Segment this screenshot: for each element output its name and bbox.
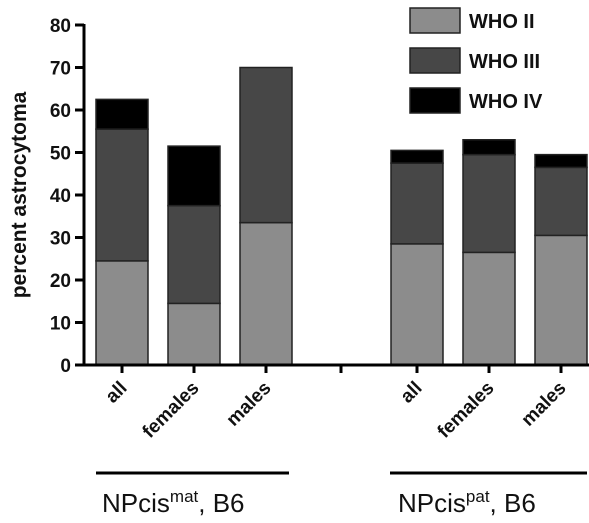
y-tick-label-60: 60: [50, 101, 71, 122]
bar-segment-who-iii-4: [462, 153, 516, 254]
x-category-label-g0-females: females: [139, 378, 204, 443]
bar-segment-who-iii-5: [534, 166, 588, 237]
legend-swatch-who-iii: [409, 47, 461, 74]
group-label-pat-main: NPcis: [398, 488, 466, 518]
x-category-label-g1-males: males: [518, 378, 571, 431]
group-label-mat-sup: mat: [170, 487, 199, 506]
bar-segment-who-ii-4: [462, 251, 516, 366]
bars-layer: [95, 66, 588, 366]
group-label-mat-main: NPcis: [102, 488, 170, 518]
group-label-pat: NPcispat, B6: [398, 487, 536, 518]
bar-segment-who-iv-3: [390, 149, 444, 164]
legend-swatch-who-iv: [409, 87, 461, 114]
bar-segment-who-iii-3: [390, 162, 444, 245]
group-label-mat: NPcismat, B6: [102, 487, 245, 518]
group-label-pat-sup: pat: [466, 487, 490, 506]
bar-segment-who-ii-5: [534, 234, 588, 366]
bar-segment-who-ii-0: [95, 260, 149, 366]
legend-label-who-ii: WHO II: [469, 11, 535, 33]
y-tick-label-80: 80: [50, 16, 71, 37]
legend-label-who-iv: WHO IV: [469, 91, 543, 113]
y-tick-label-20: 20: [50, 271, 71, 292]
y-tick-label-70: 70: [50, 59, 71, 80]
bar-segment-who-iv-1: [167, 145, 221, 207]
y-tick-label-10: 10: [50, 314, 71, 335]
group-label-pat-tail: , B6: [490, 488, 536, 518]
x-category-label-g1-all: all: [397, 378, 427, 408]
legend-swatch-who-ii: [409, 7, 461, 34]
bar-segment-who-iv-4: [462, 139, 516, 156]
x-category-label-g0-all: all: [102, 378, 132, 408]
y-tick-label-0: 0: [60, 356, 71, 377]
bar-segment-who-ii-2: [239, 221, 293, 366]
y-tick-label-50: 50: [50, 144, 71, 165]
category-labels-layer: all females males all females males: [102, 378, 571, 443]
legend-label-who-iii: WHO III: [469, 51, 540, 73]
bar-segment-who-ii-1: [167, 302, 221, 366]
bar-segment-who-iv-5: [534, 153, 588, 169]
y-tick-label-30: 30: [50, 229, 71, 250]
y-axis-title: percent astrocytoma: [8, 91, 31, 298]
bar-segment-who-iii-0: [95, 128, 149, 262]
y-ticks-layer: 0 10 20 30 40 50 60 70 80: [50, 16, 84, 377]
bar-segment-who-iii-1: [167, 204, 221, 305]
group-label-mat-tail: , B6: [198, 488, 244, 518]
legend: WHO II WHO III WHO IV: [409, 7, 543, 114]
y-tick-label-40: 40: [50, 186, 71, 207]
bar-segment-who-ii-3: [390, 243, 444, 366]
x-category-label-g0-males: males: [223, 378, 276, 431]
bar-segment-who-iii-2: [239, 66, 293, 224]
x-category-label-g1-females: females: [434, 378, 499, 443]
bar-segment-who-iv-0: [95, 98, 149, 130]
